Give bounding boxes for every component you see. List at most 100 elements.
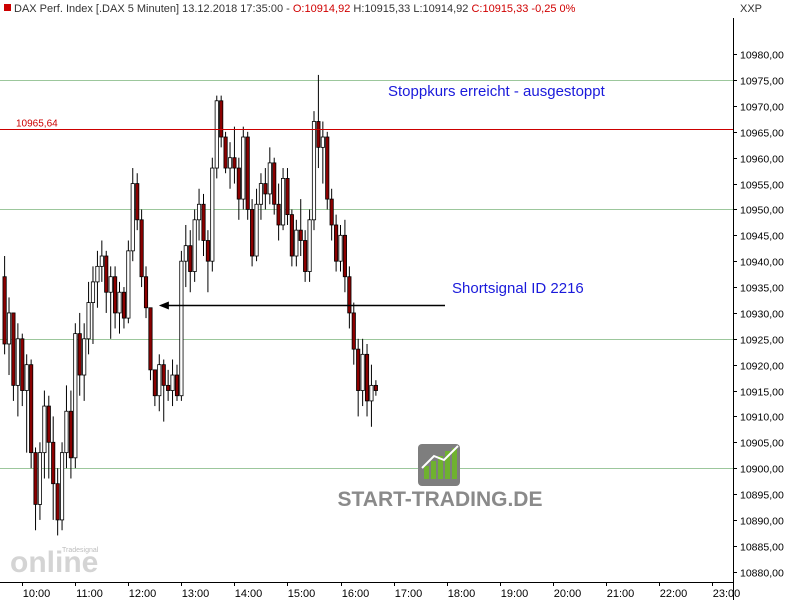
x-tick-label: 17:00	[395, 588, 423, 600]
candle-down	[135, 173, 140, 231]
candle-body	[20, 338, 25, 391]
y-tick-label: 10980,00	[740, 50, 784, 62]
candle-body	[90, 281, 96, 303]
candle-body	[347, 276, 352, 314]
candle-up	[307, 209, 312, 282]
candle-up	[281, 168, 286, 231]
candle-up	[320, 121, 325, 184]
brand-logo-bar	[431, 461, 436, 479]
y-tick-label: 10905,00	[740, 438, 784, 450]
header-change-pct: 0%	[556, 3, 576, 15]
candle-body	[152, 369, 157, 397]
candle-down	[55, 468, 60, 536]
candle-up	[254, 188, 259, 262]
candle-up	[42, 390, 47, 479]
candle-up	[170, 359, 175, 407]
candle-down	[174, 364, 180, 401]
candle-body	[113, 276, 118, 314]
candle-body	[143, 276, 149, 309]
candle-down	[329, 188, 334, 241]
candle-body	[192, 219, 197, 272]
candle-body	[15, 338, 20, 386]
candle-body	[356, 348, 361, 391]
candle-body	[24, 364, 29, 391]
y-tick-label: 10895,00	[740, 490, 784, 502]
y-tick-label: 10935,00	[740, 283, 784, 295]
candle-body	[307, 219, 312, 272]
candle-up	[64, 385, 69, 469]
candle-down	[219, 95, 224, 148]
chart-header: DAX Perf. Index [.DAX 5 Minuten] 13.12.2…	[4, 3, 575, 15]
candle-body	[250, 209, 255, 257]
annotations: 10965,64 Stoppkurs erreicht - ausgestoppt…	[0, 83, 733, 310]
candle-up	[338, 224, 343, 272]
y-tick-label: 10925,00	[740, 335, 784, 347]
candle-up	[86, 281, 91, 355]
candle-body	[219, 100, 224, 138]
candle-down	[33, 447, 38, 531]
candle-down	[272, 157, 277, 215]
x-tick-label: 16:00	[342, 588, 370, 600]
candle-body	[55, 483, 60, 521]
candle-up	[59, 442, 65, 531]
candle-up	[183, 224, 188, 288]
candle-up	[196, 188, 202, 241]
y-tick-label: 10900,00	[740, 464, 784, 476]
x-tick-label: 20:00	[554, 588, 582, 600]
candle-down	[347, 266, 352, 329]
candle-down	[29, 359, 34, 469]
candle-up	[95, 250, 100, 308]
candle-body	[232, 157, 237, 169]
grid-lines	[0, 80, 733, 469]
candle-body	[316, 121, 321, 148]
candle-body	[227, 157, 233, 169]
brand-logo-bar	[445, 451, 450, 479]
candle-up	[210, 157, 215, 272]
candle-down	[11, 312, 16, 401]
candle-body	[64, 410, 69, 454]
candle-body	[334, 224, 339, 262]
candle-down	[2, 256, 7, 355]
candle-body	[205, 240, 210, 262]
candle-up	[311, 111, 317, 231]
candle-body	[37, 452, 42, 505]
candle-body	[108, 276, 113, 293]
y-tick-label: 10970,00	[740, 102, 784, 114]
candle-down	[285, 168, 290, 225]
candlestick-series	[2, 74, 378, 536]
candle-down	[166, 369, 171, 401]
candle-body	[51, 441, 56, 485]
x-tick-label: 15:00	[288, 588, 316, 600]
candle-down	[351, 302, 356, 365]
candle-body	[311, 121, 317, 221]
candle-down	[334, 214, 339, 272]
tradesignal-watermark-small: Tradesignal	[62, 547, 99, 554]
candle-up	[157, 354, 162, 412]
candle-down	[139, 209, 144, 288]
candle-up	[267, 147, 272, 205]
y-tick-label: 10930,00	[740, 309, 784, 321]
y-tick-label: 10910,00	[740, 412, 784, 424]
candle-down	[143, 266, 149, 319]
candle-body	[121, 291, 127, 319]
candle-body	[303, 240, 308, 272]
brand-logo-bar	[452, 448, 457, 479]
candle-body	[73, 333, 78, 459]
candle-down	[46, 395, 51, 479]
candle-down	[121, 287, 127, 329]
y-tick-label: 10880,00	[740, 568, 784, 580]
y-tick-label: 10915,00	[740, 387, 784, 399]
candle-body	[170, 374, 175, 391]
candle-body	[86, 302, 91, 340]
header-high: H:10915,33	[350, 3, 411, 15]
y-tick-label: 10890,00	[740, 516, 784, 528]
candle-up	[258, 173, 264, 220]
candle-up	[37, 442, 42, 520]
candle-body	[148, 307, 153, 371]
candle-down	[161, 359, 166, 422]
candle-body	[11, 312, 16, 386]
stop-annotation-text: Stoppkurs erreicht - ausgestoppt	[388, 83, 606, 100]
candle-body	[77, 333, 82, 376]
candle-up	[6, 297, 12, 376]
y-tick-label: 10885,00	[740, 542, 784, 554]
